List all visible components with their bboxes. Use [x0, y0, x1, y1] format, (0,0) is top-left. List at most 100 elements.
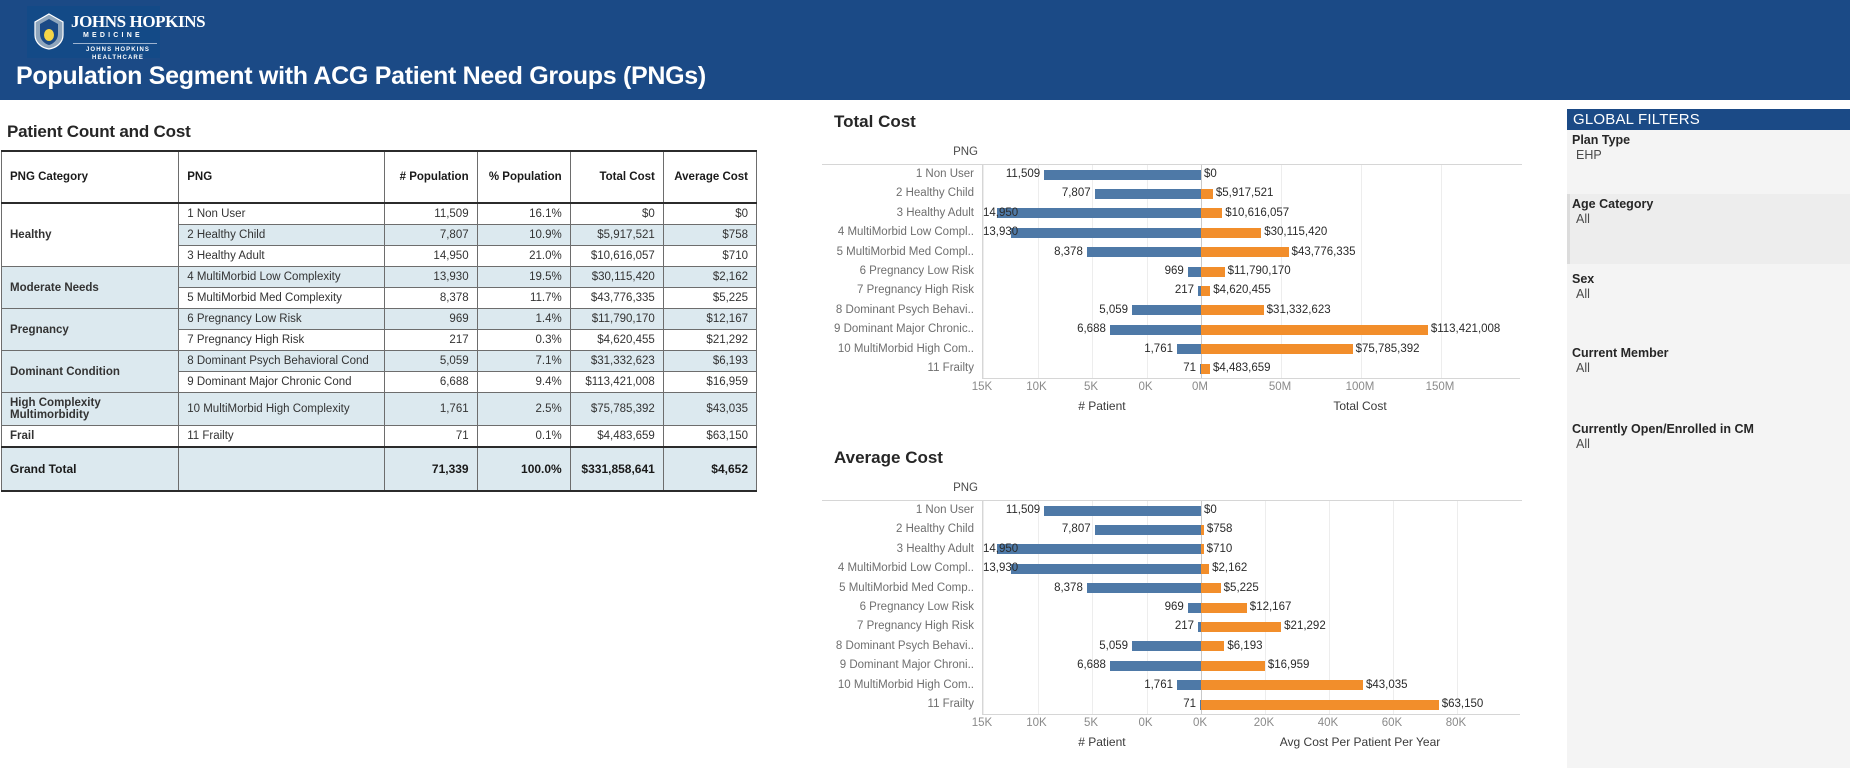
- bar-patient-count[interactable]: [1109, 324, 1201, 335]
- gridline: [1441, 339, 1442, 359]
- gridline: [1393, 501, 1394, 521]
- gridline: [1457, 578, 1458, 598]
- gridline: [1281, 165, 1282, 185]
- gridline: [983, 339, 984, 359]
- cell-population: 71: [383, 425, 478, 448]
- filter-plan-type[interactable]: Plan Type EHP: [1567, 130, 1850, 188]
- gridline: [1329, 617, 1330, 637]
- gridline: [1457, 656, 1458, 676]
- bar-label-patient-count: 6,688: [1077, 323, 1106, 336]
- average-cost-row-header: PNG: [953, 482, 978, 494]
- filter-value[interactable]: All: [1576, 361, 1590, 375]
- gridline: [1092, 636, 1093, 657]
- bar-patient-count[interactable]: [1177, 344, 1201, 355]
- bar-cost[interactable]: [1201, 524, 1204, 535]
- bar-cost[interactable]: [1201, 699, 1439, 710]
- bar-patient-count[interactable]: [1198, 285, 1201, 296]
- gridline: [983, 320, 984, 340]
- filter-value[interactable]: All: [1576, 287, 1590, 301]
- bar-cost[interactable]: [1201, 602, 1247, 613]
- chart-plot-bottom-border: [982, 378, 1520, 380]
- gridline: [1281, 300, 1282, 321]
- chart-row-plot: 969 $11,790,170: [982, 261, 1520, 282]
- chart-row: 9 Dominant Major Chronic.. 6,688 $113,421,…: [822, 320, 1522, 340]
- bar-patient-count[interactable]: [1187, 266, 1201, 277]
- filter-currently-open-enrolled-in-cm[interactable]: Currently Open/Enrolled in CM All: [1567, 419, 1850, 489]
- cell-population: 14,950: [383, 245, 478, 267]
- cell-average-cost: $63,150: [662, 425, 758, 448]
- cell-total-cost: $4,483,659: [569, 425, 664, 448]
- cell-pct-population: 0.1%: [476, 425, 571, 448]
- bar-cost[interactable]: [1201, 324, 1428, 335]
- bar-cost[interactable]: [1201, 583, 1221, 594]
- gridline: [1441, 261, 1442, 282]
- bar-cost[interactable]: [1201, 363, 1210, 374]
- cell-pct-population: 11.7%: [476, 287, 571, 309]
- cell-png: 4 MultiMorbid Low Complexity: [178, 266, 385, 288]
- filter-current-member[interactable]: Current Member All: [1567, 343, 1850, 413]
- bar-patient-count[interactable]: [1094, 524, 1201, 535]
- bar-patient-count[interactable]: [1200, 699, 1201, 710]
- bar-patient-count[interactable]: [1094, 188, 1201, 199]
- cell-png: 9 Dominant Major Chronic Cond: [178, 371, 385, 393]
- bar-cost[interactable]: [1201, 266, 1225, 277]
- bar-label-cost: $43,035: [1366, 678, 1408, 691]
- gridline: [983, 300, 984, 321]
- gridline: [1457, 597, 1458, 618]
- cell-average-cost: $16,959: [662, 371, 758, 393]
- app-header: JOHNS HOPKINS MEDICINE JOHNS HOPKINS HEA…: [0, 0, 1850, 100]
- filter-age-category[interactable]: Age Category All: [1567, 194, 1850, 264]
- bar-cost[interactable]: [1201, 344, 1353, 355]
- bar-patient-count[interactable]: [1132, 641, 1201, 652]
- cell-population: 13,930: [383, 266, 478, 288]
- bar-patient-count[interactable]: [1198, 621, 1201, 632]
- bar-patient-count[interactable]: [1109, 660, 1201, 671]
- bar-cost[interactable]: [1201, 188, 1213, 199]
- gridline: [1037, 339, 1039, 359]
- gridline: [1265, 578, 1266, 598]
- bar-patient-count[interactable]: [997, 208, 1201, 219]
- cell-total-cost: $75,785,392: [569, 392, 664, 426]
- table-grand-total-row: Grand Total 71,339 100.0% $331,858,641 $4,65…: [0, 446, 758, 492]
- gridline: [983, 636, 984, 657]
- bar-cost[interactable]: [1201, 208, 1223, 219]
- gridline: [1092, 320, 1093, 340]
- bar-patient-count[interactable]: [1044, 505, 1201, 516]
- gridline: [983, 694, 984, 715]
- cell-grand-total-png: [178, 446, 385, 492]
- filter-value[interactable]: All: [1576, 212, 1590, 226]
- bar-patient-count[interactable]: [1177, 680, 1201, 691]
- bar-cost[interactable]: [1201, 641, 1225, 652]
- bar-label-cost: $43,776,335: [1291, 245, 1356, 258]
- bar-patient-count[interactable]: [1011, 227, 1201, 238]
- chart-row: 7 Pregnancy High Risk 217 $4,620,455: [822, 281, 1522, 301]
- filter-value[interactable]: All: [1576, 437, 1590, 451]
- bar-patient-count[interactable]: [1132, 305, 1201, 316]
- filter-sex[interactable]: Sex All: [1567, 269, 1850, 339]
- bar-patient-count[interactable]: [1011, 563, 1201, 574]
- bar-cost[interactable]: [1201, 227, 1262, 238]
- bar-cost[interactable]: [1201, 247, 1289, 258]
- bar-cost[interactable]: [1201, 563, 1210, 574]
- filter-drag-handle[interactable]: [1567, 194, 1570, 264]
- table-row: 5 MultiMorbid Med Complexity 8,378 11.7% $4…: [2, 287, 758, 309]
- bar-patient-count[interactable]: [1187, 602, 1201, 613]
- bar-cost[interactable]: [1201, 305, 1264, 316]
- bar-cost[interactable]: [1201, 621, 1282, 632]
- cell-png: 10 MultiMorbid High Complexity: [178, 392, 385, 426]
- bar-cost[interactable]: [1201, 680, 1363, 691]
- bar-cost[interactable]: [1201, 660, 1265, 671]
- bar-patient-count[interactable]: [1044, 169, 1201, 180]
- gridline: [1146, 339, 1148, 359]
- filter-value[interactable]: EHP: [1576, 148, 1602, 162]
- chart-row-label: 2 Healthy Child: [896, 187, 974, 200]
- bar-cost[interactable]: [1201, 285, 1211, 296]
- bar-patient-count[interactable]: [1086, 247, 1201, 258]
- bar-patient-count[interactable]: [997, 544, 1201, 555]
- bar-patient-count[interactable]: [1200, 363, 1201, 374]
- cell-total-cost: $0: [569, 202, 664, 225]
- bar-patient-count[interactable]: [1086, 583, 1201, 594]
- cell-pct-population: 7.1%: [476, 350, 571, 372]
- bar-cost[interactable]: [1201, 544, 1204, 555]
- chart-row: 4 MultiMorbid Low Compl.. 13,930 $30,115,4…: [822, 223, 1522, 243]
